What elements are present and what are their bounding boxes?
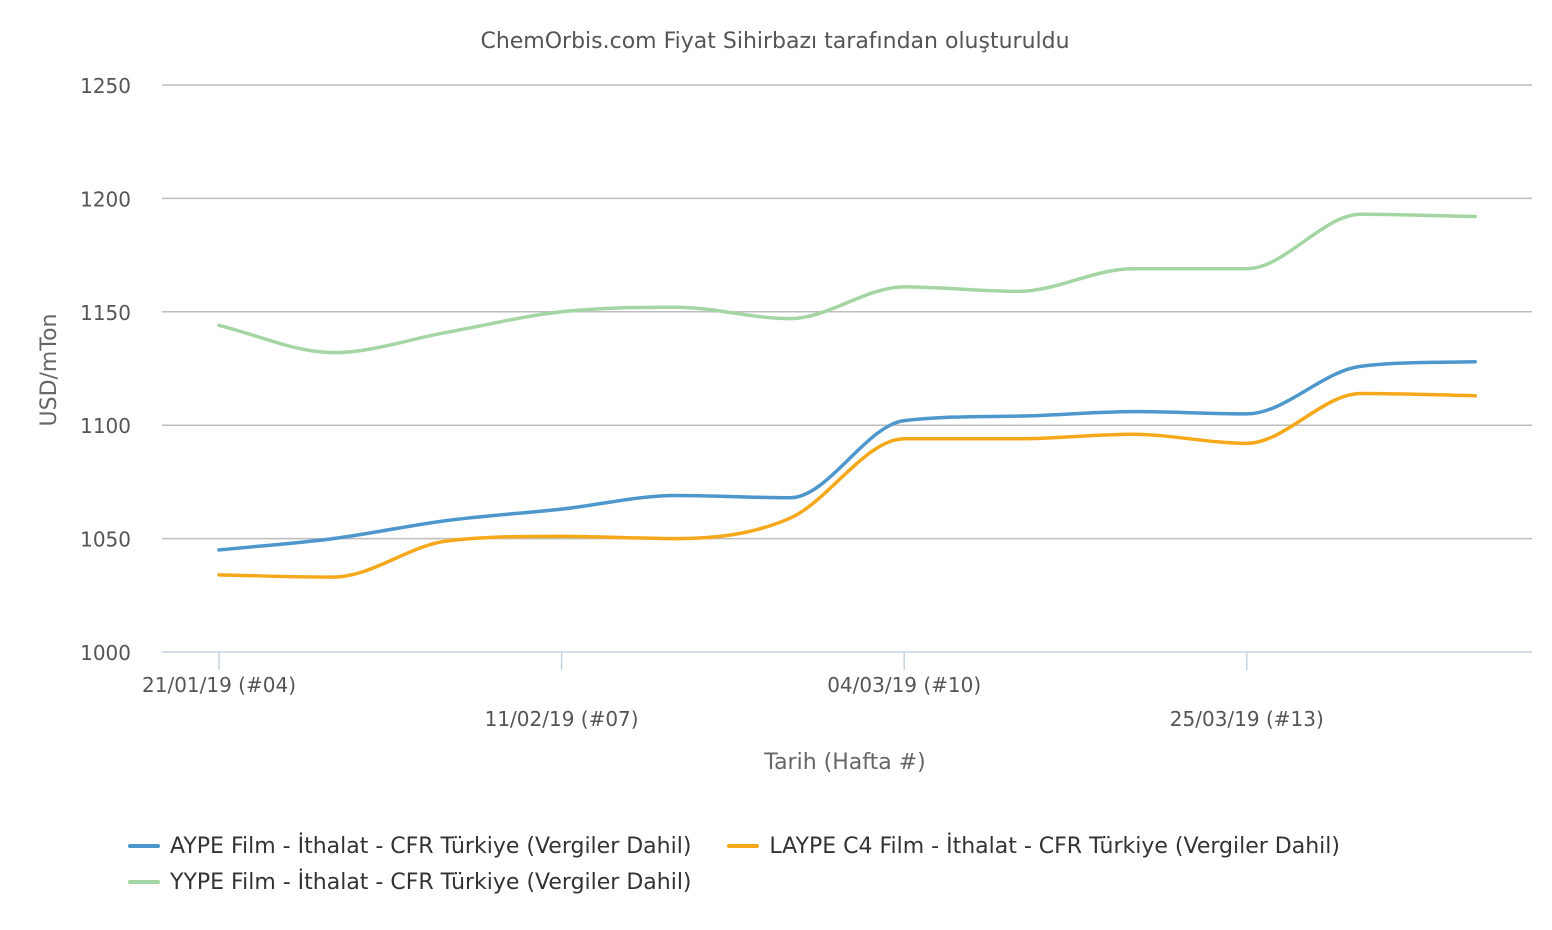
y-tick-label: 1150 [80, 301, 131, 325]
legend-swatch [128, 880, 160, 884]
legend-label: LAYPE C4 Film - İthalat - CFR Türkiye (V… [769, 833, 1340, 859]
x-tick-label: 11/02/19 (#07) [485, 707, 639, 731]
y-tick-label: 1250 [80, 74, 131, 98]
legend-item-yype[interactable]: YYPE Film - İthalat - CFR Türkiye (Vergi… [128, 868, 692, 896]
line-chart: ChemOrbis.com Fiyat Sihirbazı tarafından… [37, 29, 1532, 775]
chart-title: ChemOrbis.com Fiyat Sihirbazı tarafından… [480, 29, 1069, 54]
series-lines [217, 212, 1477, 579]
gridlines [162, 84, 1532, 540]
legend-label: YYPE Film - İthalat - CFR Türkiye (Vergi… [170, 869, 692, 895]
y-tick-label: 1100 [80, 414, 131, 438]
legend-swatch [727, 844, 760, 848]
legend-item-aype[interactable]: AYPE Film - İthalat - CFR Türkiye (Vergi… [128, 832, 691, 860]
y-tick-label: 1050 [80, 528, 131, 552]
legend-item-laype-c4[interactable]: LAYPE C4 Film - İthalat - CFR Türkiye (V… [727, 832, 1340, 860]
x-tick-label: 21/01/19 (#04) [142, 673, 296, 697]
series-line-laype-c4[interactable] [217, 391, 1477, 579]
x-axis: 21/01/19 (#04) 11/02/19 (#07) 04/03/19 (#1… [142, 651, 1532, 731]
series-line-yype[interactable] [217, 212, 1477, 355]
series-line-aype[interactable] [217, 359, 1477, 552]
legend-label: AYPE Film - İthalat - CFR Türkiye (Vergi… [170, 833, 692, 859]
y-axis: 1000 1050 1100 1150 1200 1250 [80, 74, 131, 665]
legend: AYPE Film - İthalat - CFR Türkiye (Vergi… [128, 832, 1508, 896]
x-axis-label: Tarih (Hafta #) [763, 750, 925, 775]
x-tick-label: 04/03/19 (#10) [827, 673, 981, 697]
y-tick-label: 1000 [80, 641, 131, 665]
y-axis-label: USD/mTon [37, 314, 62, 427]
y-tick-label: 1200 [80, 187, 131, 211]
legend-swatch [128, 844, 160, 848]
x-tick-label: 25/03/19 (#13) [1170, 707, 1324, 731]
